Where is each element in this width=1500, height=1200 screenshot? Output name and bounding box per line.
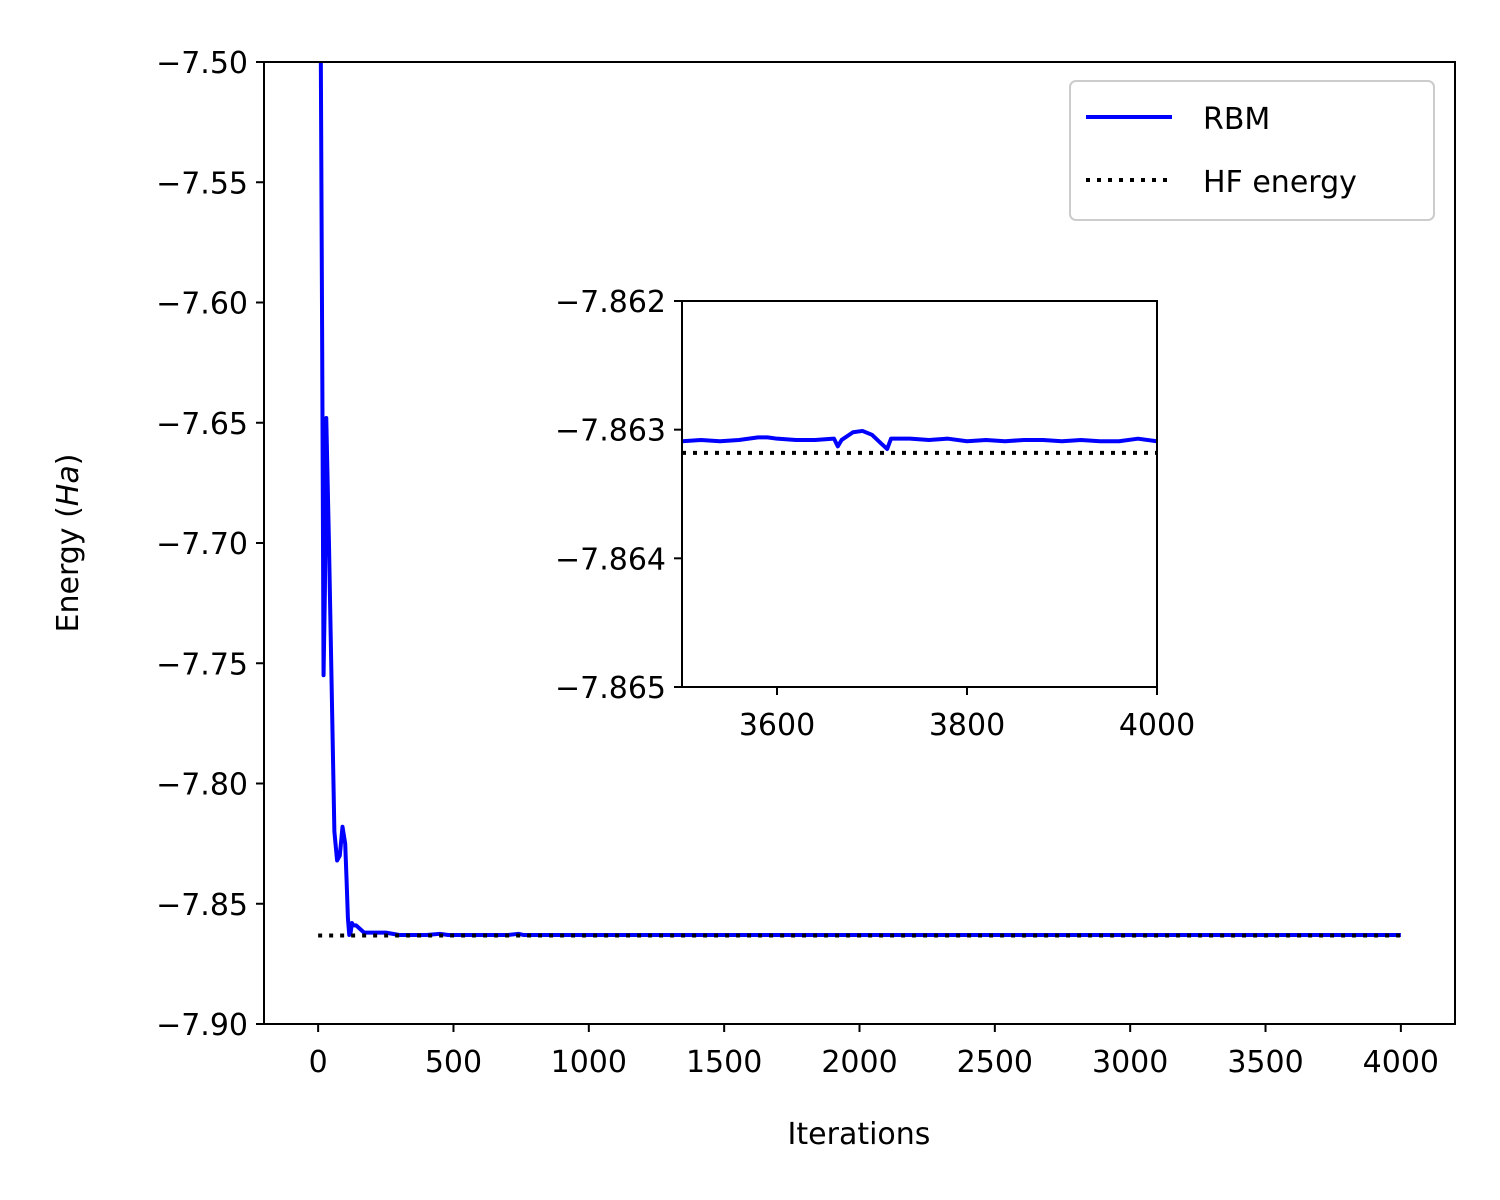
main-series-rbm-line	[318, 62, 1401, 938]
legend-label-rbm: RBM	[1203, 102, 1270, 137]
main-y-tick-label: −7.65	[156, 407, 248, 442]
main-y-tick-label: −7.75	[156, 647, 248, 682]
x-axis-label: Iterations	[788, 1117, 931, 1152]
main-y-tick-label: −7.90	[156, 1008, 248, 1043]
legend: RBM HF energy	[1069, 80, 1435, 221]
main-x-tick-label: 2000	[821, 1045, 897, 1080]
inset-y-tick-label: −7.865	[555, 671, 666, 706]
main-y-tick-label: −7.50	[156, 46, 248, 81]
y-axis-label-unit: Ha	[51, 465, 86, 506]
main-x-tick-label: 2500	[957, 1045, 1033, 1080]
legend-label-hf: HF energy	[1203, 165, 1357, 200]
main-x-tick-label: 4000	[1363, 1045, 1439, 1080]
main-y-tick-label: −7.60	[156, 287, 248, 322]
main-y-tick-label: −7.70	[156, 527, 248, 562]
main-x-tick-label: 1500	[686, 1045, 762, 1080]
inset-series-rbm-line	[682, 428, 1157, 451]
inset-x-tick-label: 3600	[739, 708, 815, 743]
main-plot-area: 0 500 1000 1500 2000 2500 3000 3500 4000 −7.50 −7.…	[156, 46, 1456, 1080]
inset-plot-area: 3600 3800 4000 −7.862 −7.863 −7.864 −7.865	[555, 285, 1195, 743]
main-y-tick-label: −7.85	[156, 888, 248, 923]
main-x-tick-label: 3000	[1092, 1045, 1168, 1080]
main-y-tick-label: −7.55	[156, 166, 248, 201]
y-axis-label-suffix: )	[51, 454, 86, 466]
main-x-tick-label: 3500	[1227, 1045, 1303, 1080]
y-axis-label: Energy (Ha)	[51, 454, 86, 633]
inset-y-tick-label: −7.862	[555, 285, 666, 320]
inset-x-tick-label: 4000	[1119, 708, 1195, 743]
main-x-tick-label: 1000	[551, 1045, 627, 1080]
inset-frame	[681, 300, 1158, 688]
inset-x-tick-label: 3800	[929, 708, 1005, 743]
main-x-tick-label: 0	[309, 1045, 328, 1080]
y-axis-label-prefix: Energy (	[51, 506, 86, 632]
main-y-tick-label: −7.80	[156, 768, 248, 803]
main-x-tick-label: 500	[425, 1045, 482, 1080]
inset-y-tick-label: −7.864	[555, 542, 666, 577]
inset-y-tick-label: −7.863	[555, 414, 666, 449]
